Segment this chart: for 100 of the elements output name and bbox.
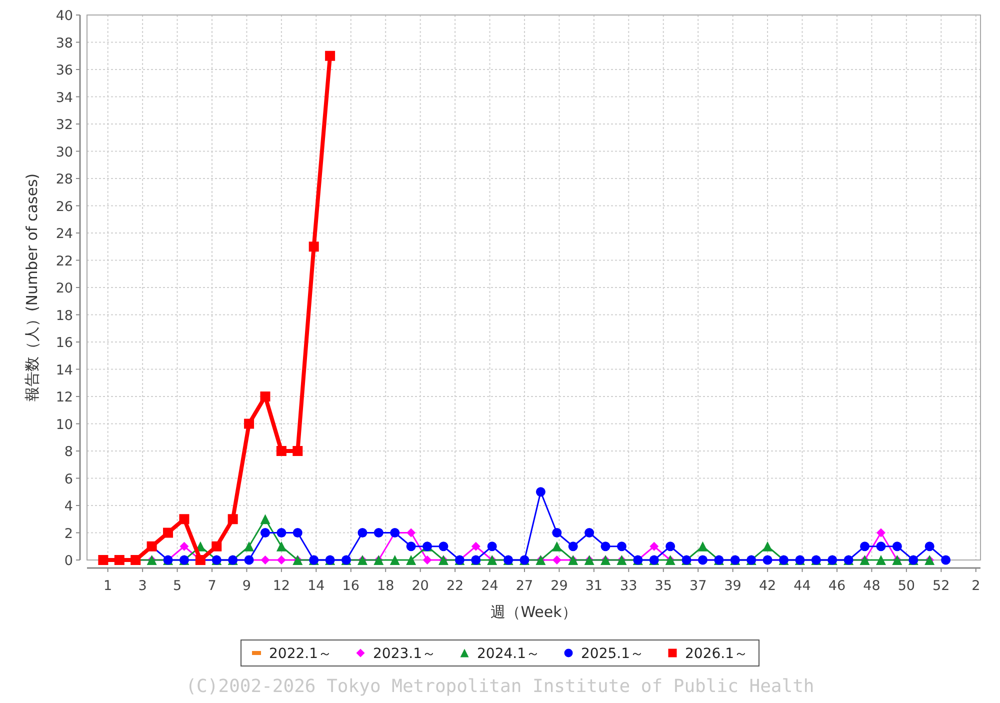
x-tick-label: 48	[863, 578, 880, 594]
x-tick-label: 33	[620, 578, 638, 594]
legend-label: 2023.1～	[373, 646, 436, 662]
point	[876, 542, 886, 552]
y-tick-label: 28	[56, 172, 73, 188]
y-tick-label: 40	[56, 8, 73, 24]
x-tick-label: 39	[724, 578, 742, 594]
point	[924, 542, 934, 552]
y-tick-label: 12	[56, 390, 73, 406]
point	[163, 528, 174, 538]
y-tick-label: 22	[56, 253, 73, 270]
x-tick-label: 46	[828, 578, 846, 594]
point	[358, 528, 368, 538]
y-tick-label: 18	[56, 308, 73, 324]
y-tick-label: 4	[64, 498, 73, 514]
legend-label: 2022.1～	[269, 646, 332, 662]
x-tick-label: 7	[208, 578, 216, 594]
x-tick-label: 35	[654, 578, 672, 594]
point	[308, 242, 319, 252]
x-tick-label: 1	[104, 578, 112, 594]
y-tick-label: 16	[56, 335, 73, 351]
x-tick-label: 31	[585, 578, 603, 594]
x-tick-label: 29	[550, 578, 568, 594]
x-tick-label: 42	[758, 578, 776, 594]
point	[600, 542, 610, 552]
point	[666, 542, 676, 552]
point	[180, 542, 189, 551]
point	[552, 528, 562, 538]
point	[244, 418, 254, 429]
y-tick-label: 10	[56, 416, 73, 433]
x-tick-label: 9	[242, 578, 252, 594]
point	[276, 528, 286, 538]
point	[876, 528, 886, 538]
legend-label: 2026.1～	[685, 646, 748, 662]
x-tick-label: 14	[308, 578, 325, 594]
x-tick-label: 5	[172, 578, 182, 594]
x-axis-title: 週（Week）	[490, 603, 577, 621]
point	[568, 542, 578, 552]
point	[244, 541, 254, 552]
point	[892, 542, 902, 552]
point	[876, 555, 886, 565]
point	[374, 528, 384, 538]
x-tick-label: 44	[794, 578, 811, 594]
y-axis-title: 報告数（人）(Number of cases)	[23, 173, 41, 402]
point	[260, 392, 270, 402]
point	[179, 514, 190, 524]
x-tick-label: 24	[481, 578, 498, 594]
point	[406, 555, 416, 565]
point	[698, 541, 708, 552]
x-tick-label: 16	[342, 578, 360, 594]
x-tick-label: 12	[272, 578, 290, 594]
point	[276, 541, 286, 552]
y-tick-label: 2	[64, 526, 73, 542]
legend-label: 2025.1～	[581, 646, 644, 662]
point	[228, 514, 238, 524]
point	[260, 556, 270, 564]
point	[292, 446, 303, 456]
y-tick-label: 0	[64, 553, 73, 569]
point	[276, 556, 286, 564]
y-tick-label: 38	[56, 35, 73, 52]
x-tick-label: 18	[377, 578, 394, 594]
point	[406, 542, 416, 552]
point	[390, 555, 400, 565]
y-tick-label: 36	[56, 62, 73, 78]
y-tick-label: 20	[56, 280, 73, 296]
point	[292, 528, 302, 538]
y-tick-label: 24	[56, 226, 73, 242]
point	[860, 542, 870, 552]
point	[552, 541, 562, 552]
point	[438, 542, 448, 552]
point	[650, 542, 659, 551]
y-tick-label: 32	[56, 117, 73, 133]
y-tick-label: 6	[64, 471, 73, 488]
x-tick-label: 3	[138, 578, 147, 594]
x-tick-label: 37	[690, 578, 707, 594]
x-tick-label: 2	[972, 578, 980, 594]
x-tick-label: 50	[898, 578, 916, 594]
point	[616, 542, 626, 552]
point	[762, 541, 773, 552]
y-tick-label: 26	[56, 198, 73, 215]
point	[584, 528, 594, 538]
point	[276, 446, 286, 456]
x-tick-label: 27	[516, 578, 534, 594]
x-tick-label: 22	[446, 578, 464, 594]
point	[536, 487, 546, 497]
y-tick-label: 8	[64, 444, 73, 460]
point	[552, 556, 562, 564]
point	[471, 542, 480, 551]
x-tick-label: 20	[412, 578, 429, 594]
x-tick-label: 52	[932, 578, 950, 594]
point	[941, 555, 951, 565]
point	[487, 542, 497, 552]
point	[325, 50, 336, 61]
point	[406, 528, 416, 538]
y-tick-label: 34	[56, 90, 73, 106]
legend-label: 2024.1～	[477, 646, 540, 662]
point	[260, 514, 270, 524]
point	[422, 556, 432, 564]
point	[212, 541, 222, 552]
point	[260, 528, 270, 538]
